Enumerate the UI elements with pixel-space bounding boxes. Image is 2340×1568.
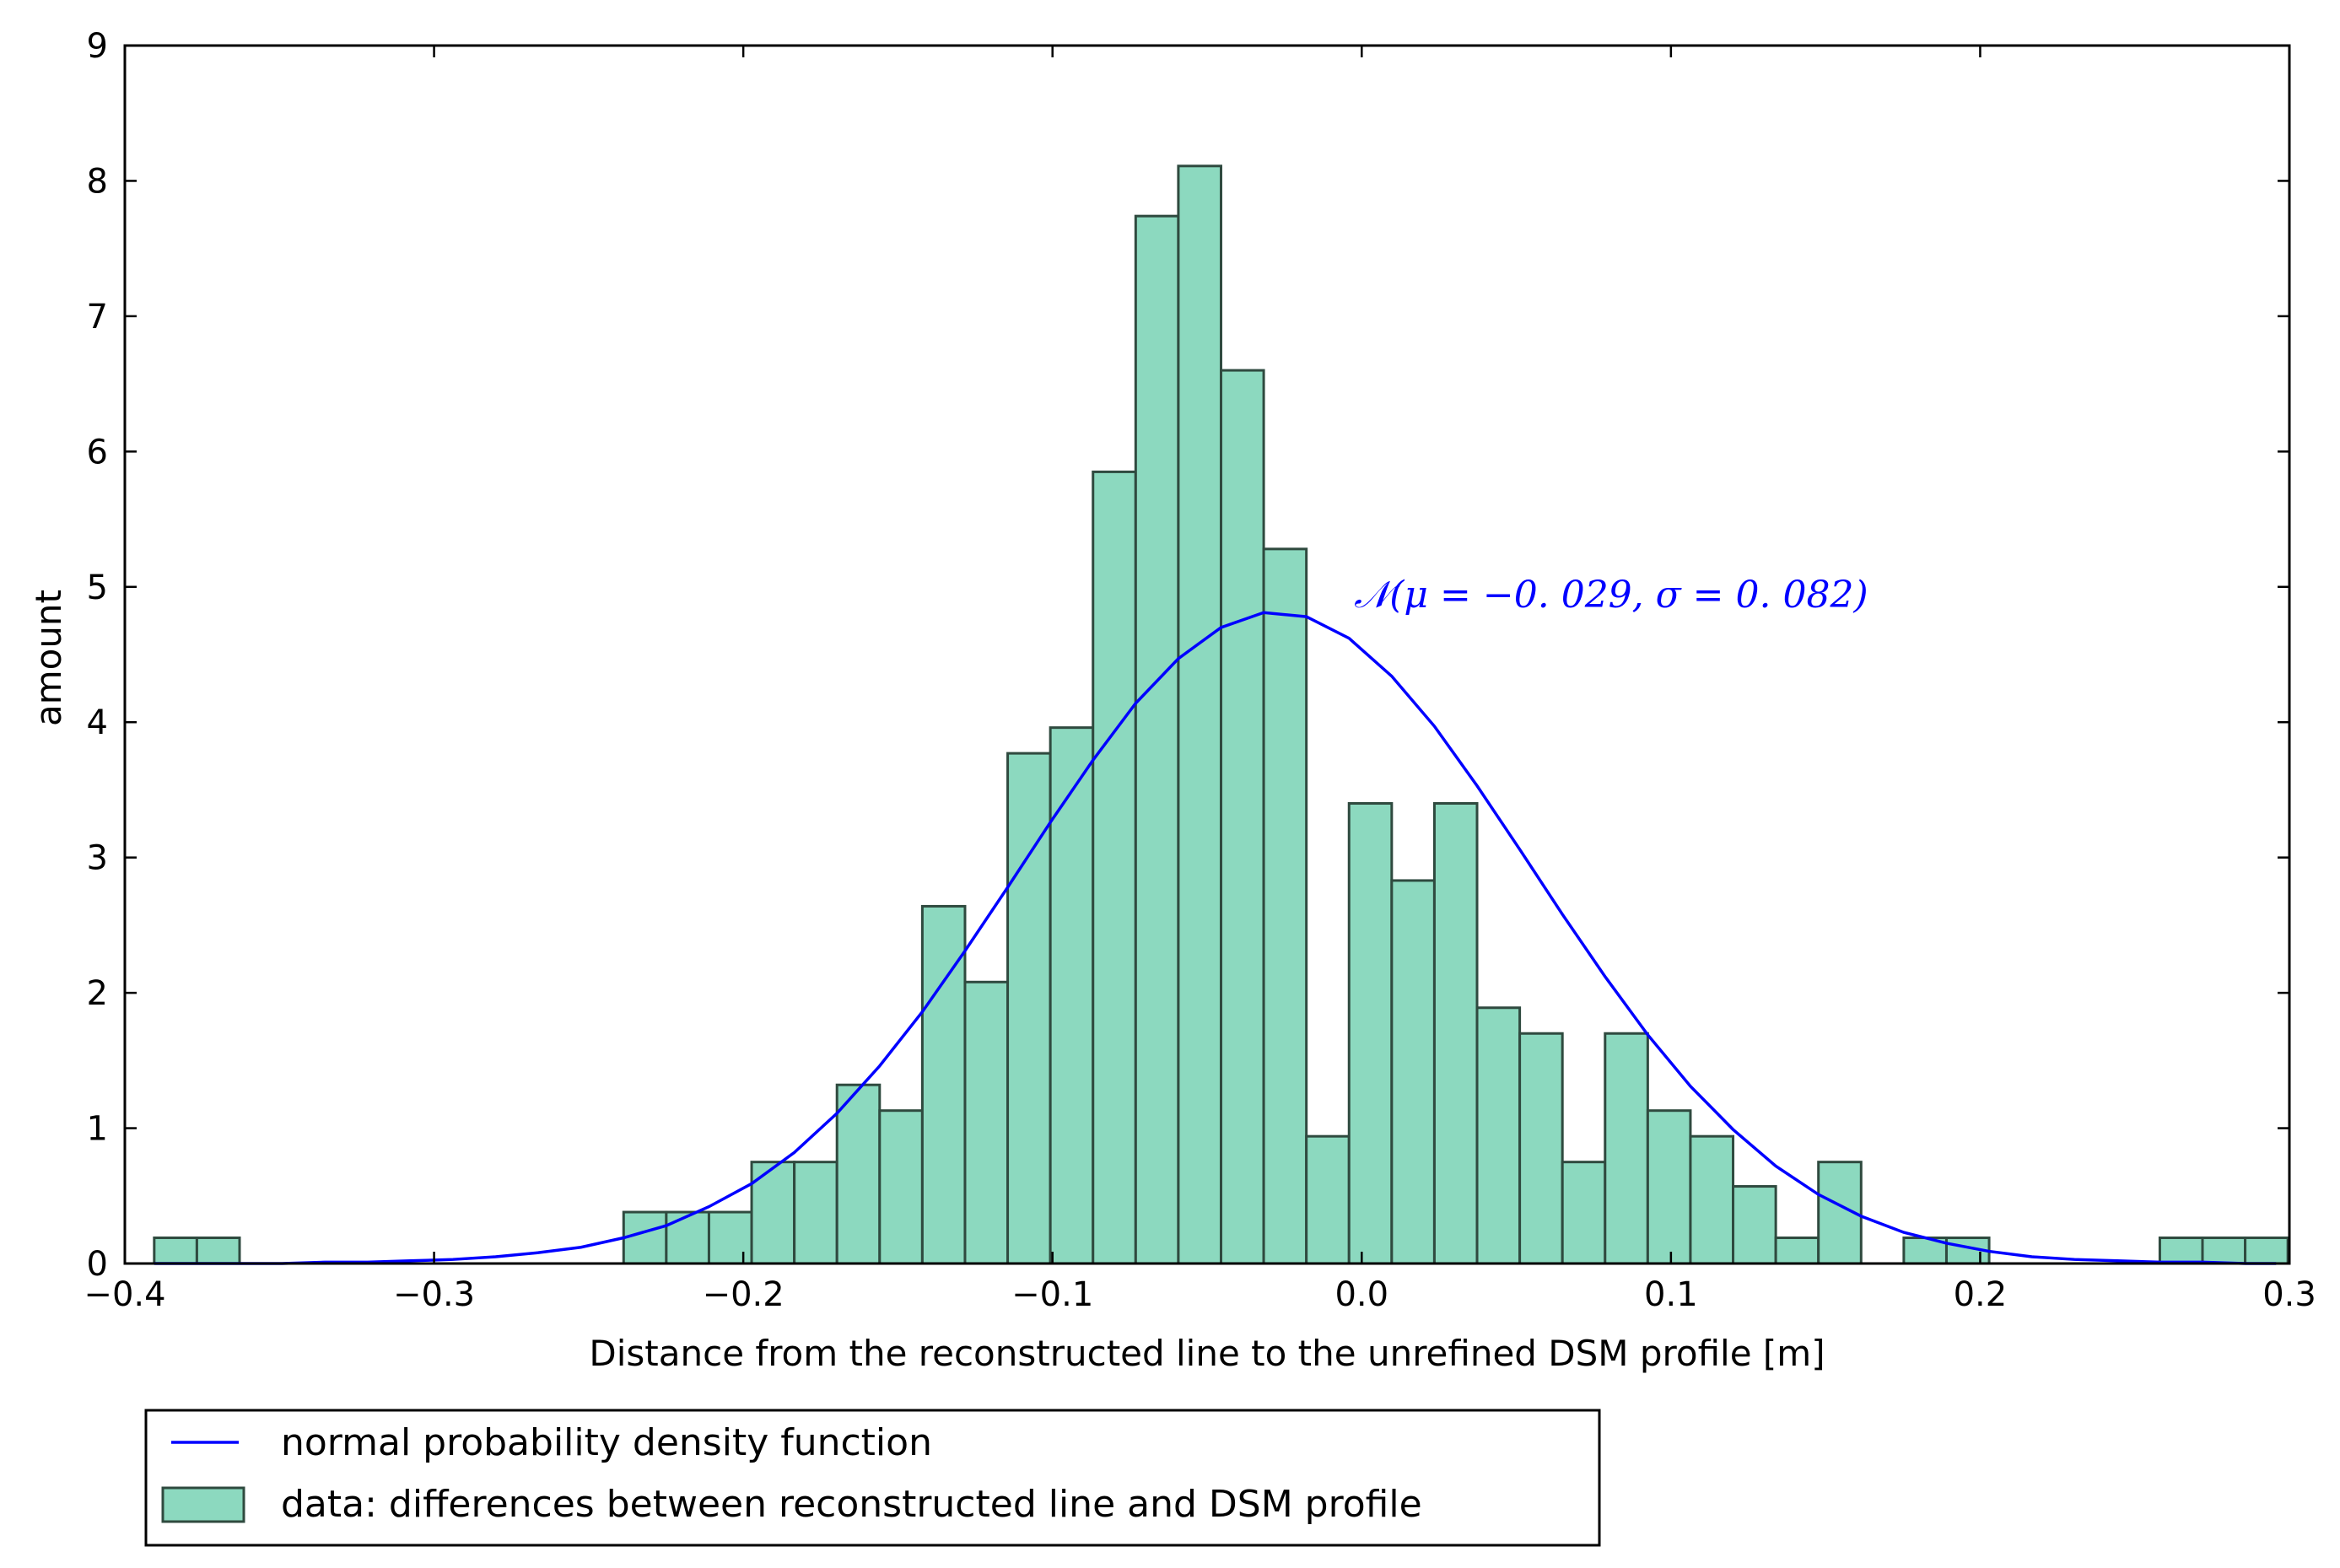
histogram-bar — [1604, 1032, 1649, 1265]
y-tick-label: 4 — [87, 703, 108, 742]
y-tick-label: 3 — [87, 839, 108, 878]
plot-frame — [123, 44, 2291, 1265]
histogram-bar — [1092, 470, 1137, 1265]
histogram-bar — [622, 1210, 668, 1265]
histogram-bar — [1689, 1134, 1735, 1265]
histogram-bar — [2158, 1237, 2204, 1265]
x-tick-label: −0.1 — [1011, 1275, 1093, 1314]
histogram-bar — [665, 1210, 710, 1265]
histogram-bar — [1646, 1109, 1692, 1265]
histogram-bar — [1305, 1134, 1351, 1265]
y-tick-label: 8 — [87, 162, 108, 201]
x-axis-label: Distance from the reconstructed line to … — [589, 1333, 1825, 1374]
histogram-bar — [1049, 726, 1095, 1265]
y-tick-label: 2 — [87, 974, 108, 1013]
legend-box — [144, 1409, 1601, 1547]
x-tick-label: 0.3 — [2262, 1275, 2316, 1314]
y-axis-label: amount — [28, 590, 69, 726]
y-tick-label: 5 — [87, 568, 108, 607]
histogram-bar — [1774, 1237, 1820, 1265]
histogram-bar — [1347, 801, 1394, 1265]
histogram-bar — [1518, 1032, 1564, 1265]
histogram-bar — [707, 1210, 753, 1265]
x-tick-label: −0.4 — [84, 1275, 165, 1314]
y-tick-label: 7 — [87, 298, 108, 337]
histogram-bar — [195, 1237, 241, 1265]
histogram-bar — [2201, 1237, 2247, 1265]
histogram-bar — [793, 1161, 838, 1265]
histogram-bar — [835, 1083, 882, 1265]
y-tick-label: 6 — [87, 433, 108, 471]
legend: normal probability density function data… — [144, 1409, 1601, 1547]
histogram-bar — [1177, 164, 1222, 1265]
x-tick-label: 0.1 — [1644, 1275, 1698, 1314]
x-tick-label: 0.0 — [1334, 1275, 1388, 1314]
x-tick-label: 0.2 — [1954, 1275, 2008, 1314]
histogram-bar — [1561, 1161, 1607, 1265]
histogram-bar — [1390, 879, 1436, 1265]
histogram-bar — [963, 980, 1010, 1265]
histogram-bar — [1475, 1006, 1522, 1265]
histogram-bar — [1432, 801, 1479, 1265]
x-tick-label: −0.2 — [703, 1275, 784, 1314]
legend-curve-label: normal probability density function — [281, 1421, 932, 1464]
histogram-bar — [153, 1237, 198, 1265]
x-tick-label: −0.3 — [393, 1275, 475, 1314]
axis-ticks — [123, 44, 2291, 1265]
histogram-bars — [153, 164, 2289, 1265]
x-tick-labels: −0.4 −0.3 −0.2 −0.1 0.0 0.1 0.2 0.3 — [84, 1275, 2316, 1314]
normal-pdf-curve — [154, 611, 2277, 1265]
histogram-bar — [1732, 1185, 1777, 1265]
y-tick-label: 9 — [87, 27, 108, 66]
distribution-annotation: 𝒩(μ = −0. 029, σ = 0. 082) — [1354, 574, 1868, 617]
y-tick-labels: 0 1 2 3 4 5 6 7 8 9 — [87, 27, 108, 1284]
legend-bars-swatch — [161, 1486, 245, 1523]
legend-bars-label: data: differences between reconstructed … — [281, 1483, 1422, 1526]
y-tick-label: 1 — [87, 1110, 108, 1149]
y-tick-label: 0 — [87, 1245, 108, 1284]
histogram-bar — [878, 1109, 924, 1265]
histogram-bar — [1219, 369, 1265, 1265]
histogram-bar — [1134, 214, 1180, 1265]
histogram-bar — [1262, 547, 1308, 1265]
histogram-bar — [920, 904, 967, 1265]
histogram-bar — [2244, 1237, 2289, 1265]
